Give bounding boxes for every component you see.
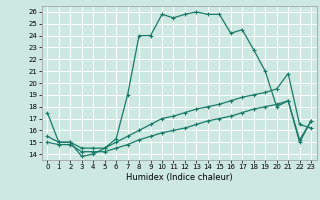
X-axis label: Humidex (Indice chaleur): Humidex (Indice chaleur) (126, 173, 233, 182)
